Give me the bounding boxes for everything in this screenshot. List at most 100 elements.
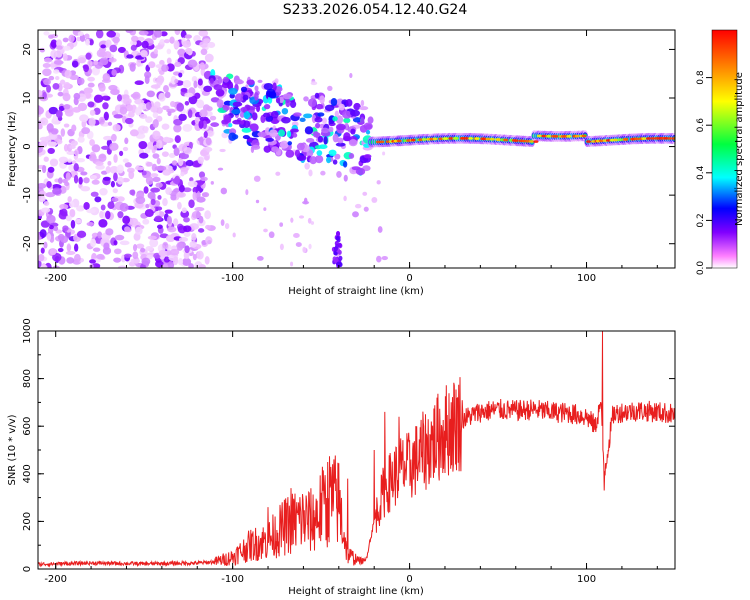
spectrogram-cell — [89, 109, 96, 116]
spectrogram-cell — [342, 110, 352, 119]
spectrogram-cell — [268, 231, 275, 239]
spectrogram-cell — [164, 209, 173, 214]
spectrogram-cell — [634, 137, 640, 141]
spectrogram-cell — [205, 137, 212, 146]
spectrogram-cell — [322, 117, 327, 124]
spectrogram-cell — [178, 113, 187, 122]
spectrogram-cell — [645, 137, 651, 140]
spectrogram-cell — [216, 99, 224, 109]
spectrogram-cell — [100, 204, 106, 211]
spectrogram-cell — [193, 80, 198, 89]
spectrogram-cell — [146, 161, 153, 167]
spectrogram-cell — [308, 169, 313, 177]
chart-title: S233.2026.054.12.40.G24 — [282, 2, 468, 18]
spectrogram-cell — [196, 99, 205, 109]
spectrogram-cell — [178, 143, 188, 152]
spectrogram-cell — [124, 117, 134, 125]
spectrogram-cell — [272, 82, 277, 92]
spectrogram-cell — [198, 215, 204, 224]
spectrogram-cell — [192, 253, 197, 261]
spectrogram-cell — [360, 116, 365, 125]
spectrogram-cell — [128, 217, 139, 226]
spectrogram-cell — [172, 177, 180, 184]
spectrogram-cell — [89, 259, 96, 264]
spectrogram-cell — [180, 172, 185, 177]
spectrogram-cell — [146, 90, 155, 98]
spectrogram-cell — [206, 130, 214, 137]
spectrogram-cell — [302, 200, 310, 205]
spectrogram-cell — [496, 138, 502, 141]
spectrogram-cell — [39, 136, 50, 142]
spectrogram-cell — [228, 123, 233, 128]
spectrogram-cell — [46, 180, 52, 189]
spectrogram-cell — [227, 81, 234, 90]
spectrogram-cell — [443, 137, 449, 140]
spectrogram-cell — [302, 246, 307, 253]
spectrogram-cell — [199, 109, 208, 118]
spectrogram-cell — [87, 82, 95, 88]
spectrogram-cell — [220, 187, 228, 195]
spectrogram-cell — [57, 247, 64, 253]
spectrogram-cell — [166, 57, 172, 65]
spectrogram-cell — [167, 226, 177, 233]
spectrogram-cell — [66, 150, 76, 155]
spectrogram-cell — [152, 130, 161, 140]
spectrogram-cell — [336, 137, 344, 144]
spectrogram-cell — [183, 216, 190, 223]
spectrogram-cell — [184, 100, 190, 106]
spectrogram-cell — [173, 218, 179, 227]
spectrogram-cell — [307, 217, 312, 224]
spectrogram-cell — [43, 156, 49, 162]
spectrogram-cell — [205, 236, 213, 245]
spectrogram-cell — [334, 110, 339, 118]
spectrogram-cell — [47, 147, 55, 154]
spectrogram-cell — [52, 225, 59, 232]
spectrogram-cell — [137, 125, 148, 134]
spectrogram-cell — [76, 230, 87, 239]
spectrogram-cell — [62, 37, 69, 43]
spectrogram-cell — [251, 112, 258, 121]
spectrogram-cell — [161, 123, 170, 130]
spectrogram-cell — [246, 79, 255, 86]
spectrogram-cell — [114, 234, 125, 241]
spectrogram-cell — [38, 182, 47, 189]
spectrogram-cell — [294, 149, 301, 158]
spectrogram-cell — [281, 107, 289, 115]
spectrogram-cell — [536, 134, 542, 138]
spectrogram-cell — [119, 150, 124, 157]
spectrogram-cell — [157, 195, 162, 200]
spectrogram-cell — [45, 192, 56, 198]
spectrogram-cell — [323, 136, 328, 145]
spectrogram-cell — [513, 139, 519, 142]
spectrogram-cell — [112, 188, 118, 194]
snr-y-ticks: 0 200 400 600 800 1000 — [22, 318, 675, 572]
spectrogram-cell — [180, 87, 188, 93]
spectrogram-cell — [144, 75, 150, 85]
spectrogram-cell — [92, 247, 101, 252]
spectrogram-cell — [134, 80, 144, 85]
spectrogram-cell — [285, 98, 291, 108]
snr-x-tick-label: -200 — [44, 574, 67, 585]
spectrogram-cell — [57, 233, 65, 241]
spectrogram-cell — [279, 140, 289, 149]
spectrogram-cell — [396, 139, 402, 143]
spectrogram-cell — [438, 137, 444, 141]
spectrogram-cell — [108, 84, 118, 91]
spectrogram-cell — [49, 248, 57, 256]
spectrogram-cell — [131, 35, 139, 42]
spectrogram-cell — [154, 211, 160, 216]
spectrogram-cell — [263, 112, 270, 118]
spectrogram-cell — [234, 79, 244, 85]
spectrogram-cell — [307, 98, 317, 107]
spectrogram-cell — [155, 64, 164, 69]
spectrogram-cell — [242, 94, 249, 101]
colorbar-tick-label: 0.0 — [696, 261, 706, 276]
spectrogram-cell — [96, 49, 106, 58]
spectrogram-cell — [184, 34, 192, 39]
spectrogram-cell — [123, 253, 132, 258]
spectrogram-cell — [242, 120, 251, 128]
spectrogram-cell — [198, 171, 206, 179]
spectrogram-cell — [49, 224, 54, 230]
spectrogram-cell — [70, 219, 76, 229]
spectrogram-cell — [67, 196, 72, 203]
